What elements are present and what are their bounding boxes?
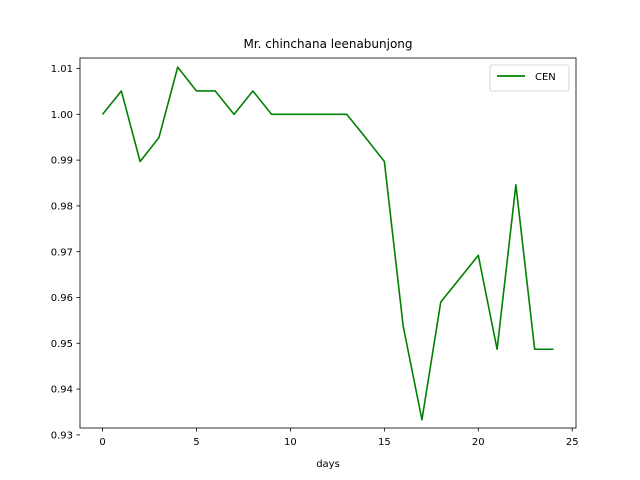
y-tick-label: 1.01: [51, 64, 73, 75]
chart-title: Mr. chinchana leenabunjong: [243, 37, 412, 51]
y-tick-label: 0.95: [51, 339, 73, 350]
y-tick-label: 0.96: [51, 293, 73, 304]
y-tick-label: 0.98: [51, 202, 73, 213]
y-tick-label: 0.97: [51, 247, 73, 258]
y-axis: 0.93 0.94 0.95 0.96 0.97 0.98 0.99 1.00 1.01: [51, 64, 80, 441]
y-tick-label: 1.00: [51, 110, 73, 121]
legend-box: [489, 64, 570, 92]
x-tick-label: 0: [99, 437, 105, 448]
plot-area: [101, 66, 554, 421]
x-axis-label: days: [316, 459, 340, 470]
x-tick-label: 15: [378, 437, 391, 448]
y-tick-label: 0.99: [51, 156, 73, 167]
x-tick-label: 10: [284, 437, 297, 448]
x-tick-label: 5: [193, 437, 199, 448]
x-axis: 0 5 10 15 20 25: [99, 428, 579, 448]
y-tick-label: 0.94: [51, 385, 73, 396]
x-tick-label: 20: [472, 437, 485, 448]
y-tick-label: 0.93: [51, 430, 73, 441]
legend: CEN: [489, 64, 570, 92]
x-tick-label: 25: [566, 437, 579, 448]
series-line-cen: [101, 66, 554, 421]
legend-label-cen: CEN: [535, 72, 556, 83]
axes-frame: [79, 57, 577, 429]
